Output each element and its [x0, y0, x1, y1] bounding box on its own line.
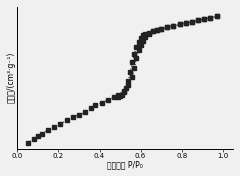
- Y-axis label: 吸附量/(cm³·g⁻¹): 吸附量/(cm³·g⁻¹): [7, 52, 16, 103]
- X-axis label: 相对压力 P/P₀: 相对压力 P/P₀: [107, 160, 143, 169]
